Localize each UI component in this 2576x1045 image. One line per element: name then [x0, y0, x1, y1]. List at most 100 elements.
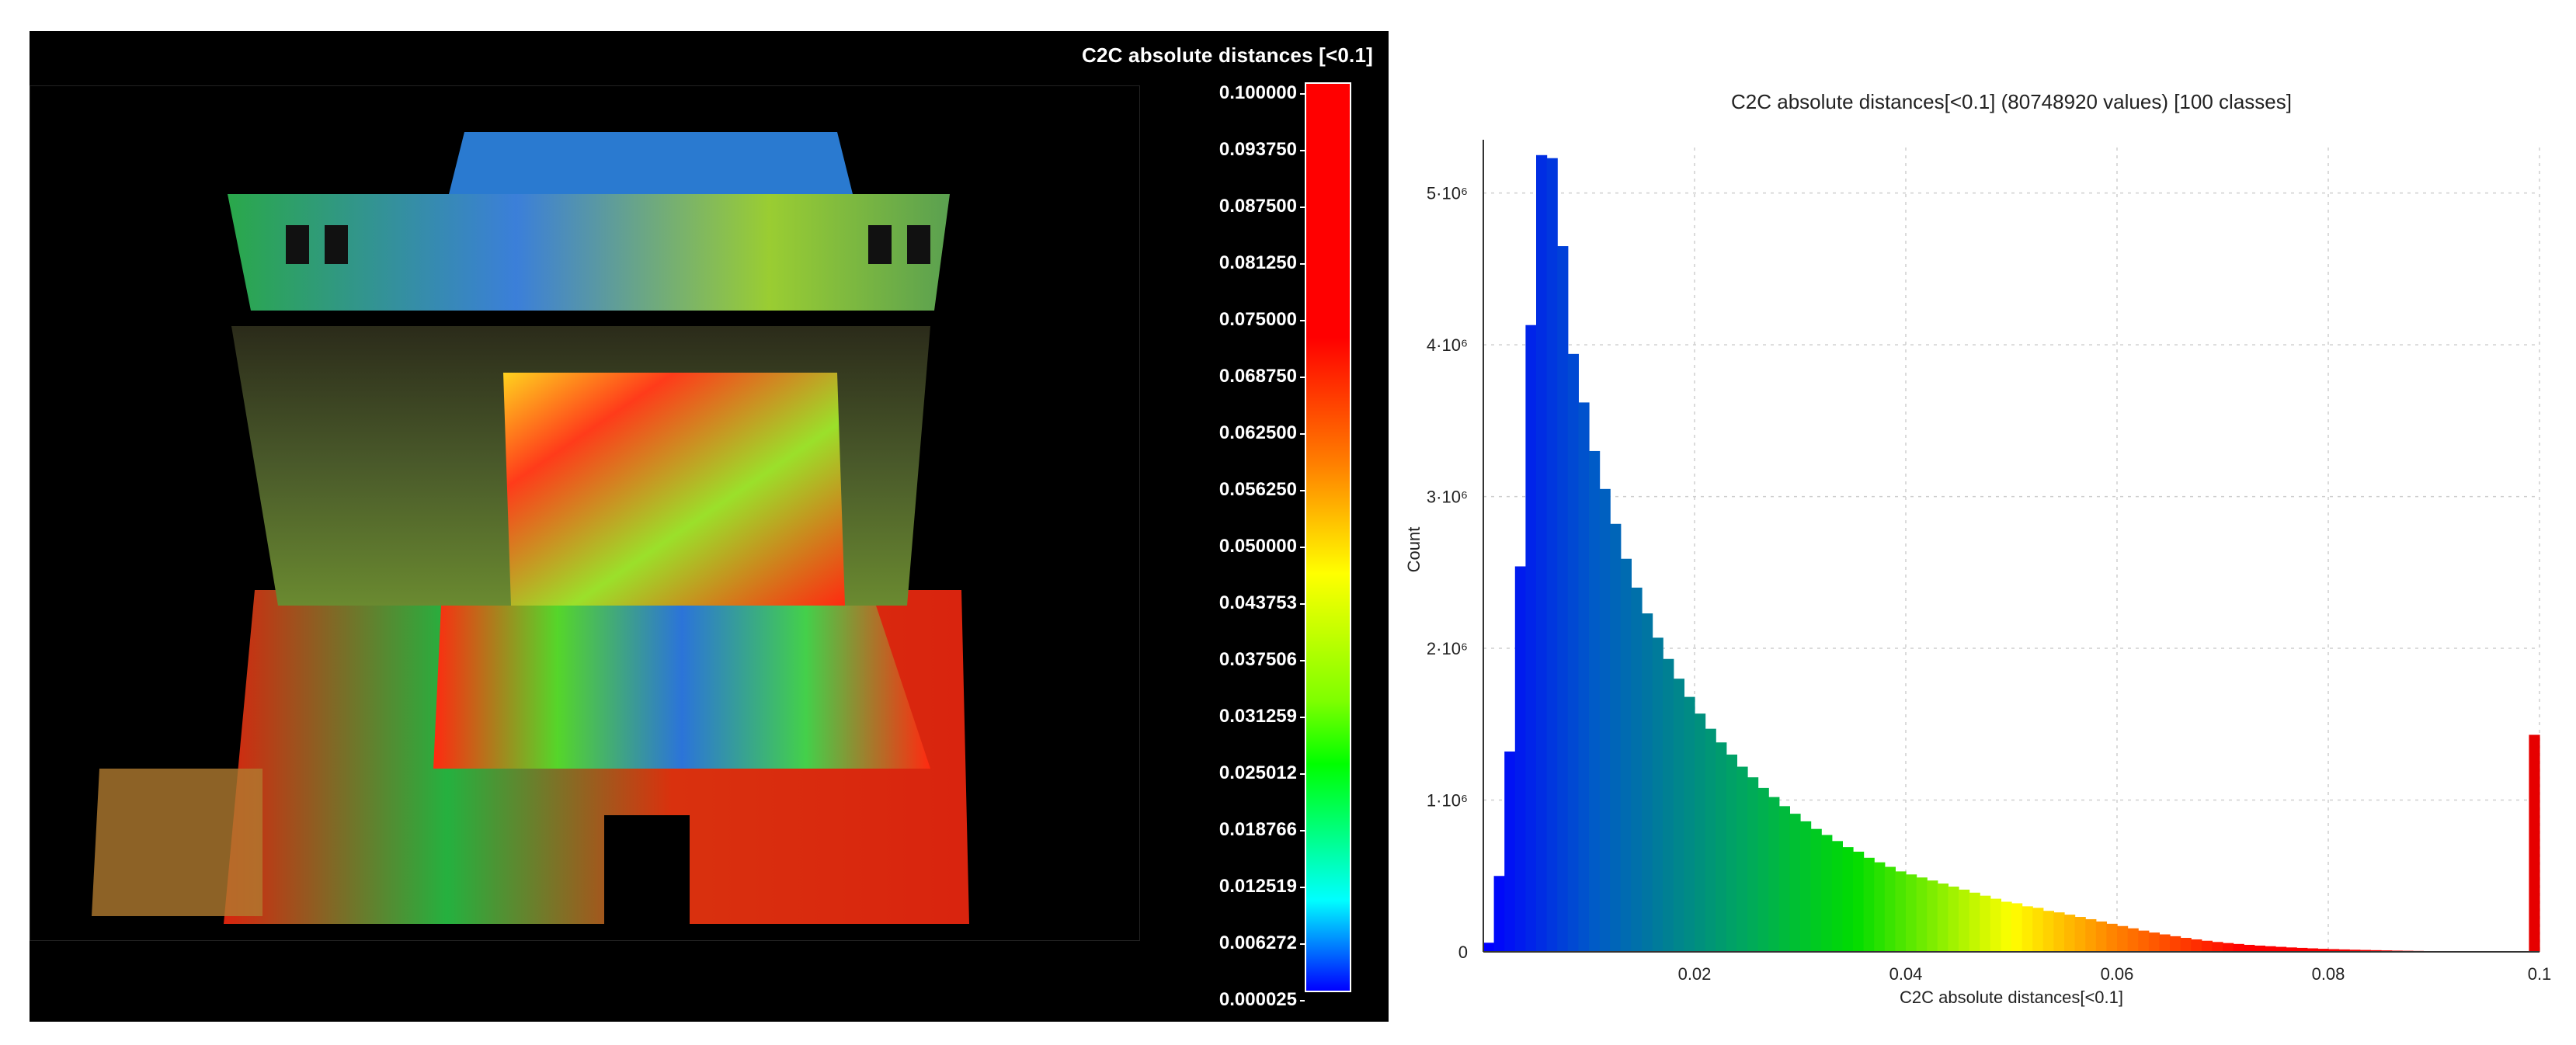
histogram-bar: [1895, 871, 1907, 952]
histogram-bar: [1525, 325, 1537, 952]
x-tick-label: 0.06: [2101, 964, 2134, 984]
histogram-bar: [1789, 814, 1801, 952]
scale-tick: [1300, 660, 1305, 661]
histogram-bar: [2286, 947, 2297, 952]
point-cloud-scene[interactable]: [30, 31, 1140, 1022]
histogram-bar: [2254, 945, 2265, 952]
histogram-bar: [1959, 889, 1970, 952]
histogram-bar: [1493, 876, 1505, 952]
x-axis-label: C2C absolute distances[<0.1]: [1900, 988, 2123, 1007]
histogram-bar: [2359, 950, 2371, 952]
y-tick-label: 5·10⁶: [1427, 184, 1468, 203]
histogram-bar: [2328, 949, 2340, 952]
scale-tick: [1300, 433, 1305, 435]
scale-tick: [1300, 773, 1305, 775]
y-tick-label: 1·10⁶: [1427, 791, 1468, 811]
3d-viewer[interactable]: C2C absolute distances [<0.1] 0.100000 0.…: [30, 31, 1389, 1022]
scale-tick: [1300, 377, 1305, 378]
histogram-bar: [2106, 923, 2118, 952]
histogram-bar: [2095, 921, 2107, 952]
histogram-bar: [2074, 917, 2086, 952]
histogram-bar: [1884, 866, 1896, 952]
histogram-bar: [1684, 696, 1695, 952]
histogram-bar: [1906, 874, 1917, 952]
histogram-bar: [1705, 728, 1716, 952]
histogram-bar: [1768, 797, 1780, 952]
x-tick-label: 0.04: [1889, 964, 1923, 984]
histogram-bar: [1948, 886, 1959, 952]
scale-label: 0.068750: [1218, 366, 1297, 387]
scale-label: 0.093750: [1218, 139, 1297, 160]
histogram-bar: [2265, 946, 2276, 952]
histogram-bar: [1842, 847, 1854, 952]
scale-tick: [1300, 943, 1305, 945]
histogram-bar: [2117, 925, 2129, 952]
histogram-bar: [2032, 908, 2044, 952]
scale-label: 0.025012: [1218, 762, 1297, 783]
scale-label: 0.037506: [1218, 649, 1297, 670]
scale-label: 0.056250: [1218, 479, 1297, 500]
histogram-bar: [2296, 947, 2308, 952]
scale-label: 0.031259: [1218, 706, 1297, 727]
histogram-bar: [1610, 523, 1622, 952]
histogram-bar: [1990, 898, 2001, 952]
scale-label: 0.006272: [1218, 932, 1297, 953]
scale-tick: [1300, 150, 1305, 151]
histogram-bar: [1831, 841, 1843, 952]
histogram-bar: [1800, 821, 1812, 952]
histogram-bar: [2180, 938, 2192, 952]
histogram-bar: [2159, 934, 2171, 952]
histogram-bar: [1631, 587, 1643, 952]
histogram-bar: [1578, 402, 1590, 952]
histogram-panel: C2C absolute distances[<0.1] (80748920 v…: [1390, 47, 2576, 1040]
histogram-bar: [1969, 892, 1980, 952]
histogram-bar: [1937, 884, 1949, 952]
histogram-bar: [2212, 942, 2223, 952]
histogram-bar: [1757, 787, 1769, 952]
y-tick-label: 3·10⁶: [1427, 488, 1468, 507]
scale-tick: [1300, 887, 1305, 888]
scale-tick: [1300, 263, 1305, 265]
scale-label: 0.100000: [1218, 82, 1297, 103]
histogram-bar: [1620, 558, 1632, 952]
histogram-bar: [1567, 353, 1579, 952]
histogram-bar: [1726, 754, 1737, 952]
histogram-bar: [1536, 154, 1548, 953]
histogram-bar: [1504, 751, 1516, 952]
histogram-bar: [2064, 915, 2076, 952]
histogram-bar: [2529, 734, 2540, 952]
histogram-bar: [2022, 906, 2033, 952]
histogram-bar: [1853, 851, 1865, 952]
histogram-bar: [2053, 912, 2065, 952]
histogram-bar: [2275, 946, 2287, 952]
y-axis-label: Count: [1404, 527, 1424, 573]
histogram-bar: [2011, 903, 2023, 952]
histogram-bar: [2201, 940, 2213, 952]
histogram-bar: [1874, 862, 1886, 952]
scalar-field-title: C2C absolute distances [<0.1]: [1082, 43, 1373, 67]
scale-label: 0.081250: [1218, 252, 1297, 273]
histogram-bar: [1673, 679, 1684, 952]
scale-tick: [1300, 717, 1305, 718]
histogram-chart: C2C absolute distances[<0.1] (80748920 v…: [1404, 90, 2551, 1007]
scale-label: 0.075000: [1218, 309, 1297, 330]
histogram-bar: [1599, 488, 1611, 952]
histogram-bar: [1778, 806, 1790, 952]
histogram-bar: [2170, 936, 2181, 952]
histogram-bar: [2042, 911, 2054, 952]
histogram-bar: [1483, 943, 1495, 952]
histogram-bar: [1927, 880, 1938, 952]
histogram-bar: [2127, 928, 2139, 952]
histogram-bar: [1863, 857, 1875, 952]
histogram-bar: [1916, 877, 1928, 952]
histogram-bar: [2244, 945, 2255, 952]
histogram-bar: [2338, 949, 2350, 952]
x-tick-label: 0.08: [2312, 964, 2345, 984]
viewport-frame: [30, 85, 1140, 941]
histogram-bar: [1821, 835, 1833, 952]
histogram-bar: [2001, 901, 2012, 952]
histogram-bar: [1747, 777, 1759, 952]
histogram-bar: [1652, 637, 1663, 952]
scale-tick: [1300, 830, 1305, 831]
chart-title: C2C absolute distances[<0.1] (80748920 v…: [1731, 90, 2292, 113]
